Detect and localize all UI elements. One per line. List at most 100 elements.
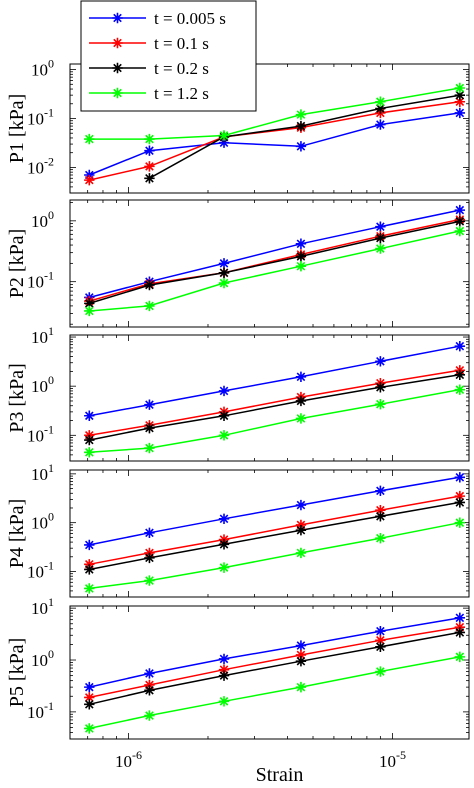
legend-entry: t = 0.005 s [89, 9, 226, 28]
data-point [454, 517, 466, 528]
data-point [375, 511, 386, 522]
series-line [89, 218, 460, 302]
data-point [144, 173, 155, 184]
legend-label: t = 0.1 s [154, 34, 209, 53]
y-tick-label-exp: 0 [48, 510, 54, 524]
legend-marker [112, 87, 123, 99]
data-point [375, 666, 386, 677]
data-point [84, 447, 95, 458]
series-1 [84, 204, 466, 303]
y-tick-label-base: 10 [31, 328, 48, 347]
data-point [144, 399, 155, 410]
series-line [89, 374, 460, 441]
y-tick-label: 100 [31, 510, 54, 533]
y-tick-label-exp: 1 [48, 595, 54, 609]
data-point [144, 527, 155, 539]
data-point [218, 277, 230, 289]
series-3 [84, 216, 466, 309]
series-3 [84, 497, 466, 575]
data-point [454, 497, 466, 508]
y-tick-label-exp: 0 [48, 57, 54, 71]
data-point [375, 221, 386, 232]
data-point [218, 664, 230, 675]
data-point [218, 130, 230, 141]
data-point [454, 621, 466, 633]
data-point [295, 655, 307, 667]
data-point [295, 395, 307, 407]
data-point [84, 133, 95, 145]
data-point [454, 82, 466, 94]
data-point [144, 442, 155, 454]
data-point [375, 505, 386, 516]
y-tick-label: 100 [31, 647, 54, 670]
legend-entry: t = 0.2 s [89, 59, 209, 78]
series-line [89, 501, 460, 571]
data-point [84, 692, 95, 703]
data-point [295, 251, 307, 262]
series-line [89, 495, 460, 566]
y-tick-label-exp: 0 [48, 373, 54, 387]
data-point [454, 627, 466, 638]
data-point [375, 625, 386, 637]
series-line [89, 521, 460, 590]
data-point [144, 279, 155, 291]
series-2 [84, 214, 466, 307]
x-axis-label: Strain [256, 764, 304, 783]
series-line [89, 656, 460, 730]
data-point [295, 141, 307, 152]
y-tick-label-base: 10 [31, 212, 48, 231]
series-4 [84, 517, 466, 594]
data-point [218, 410, 230, 421]
y-axis-label: P3 [kPa] [6, 363, 28, 432]
y-tick-label: 10-1 [27, 105, 54, 128]
data-point [84, 174, 95, 186]
series-line [89, 87, 460, 140]
x-tick-label: 10-6 [115, 748, 142, 771]
data-point [84, 699, 95, 710]
y-tick-label-exp: 0 [48, 647, 54, 661]
y-tick-label-base: 10 [27, 158, 44, 177]
data-point [218, 562, 230, 573]
data-point [375, 641, 386, 652]
data-point [218, 539, 230, 550]
data-point [454, 384, 466, 395]
y-tick-label-exp: -1 [44, 558, 54, 572]
legend-marker [112, 37, 123, 49]
data-point [375, 382, 386, 393]
data-point [454, 369, 466, 381]
series-line [89, 220, 460, 305]
data-point [84, 298, 95, 309]
y-tick-label-base: 10 [27, 703, 44, 722]
x-tick-label-base: 10 [379, 752, 396, 771]
data-point [454, 612, 466, 624]
y-axis-label: P2 [kPa] [6, 229, 28, 298]
data-point [375, 232, 386, 244]
data-point [454, 225, 466, 237]
series-4 [84, 82, 466, 145]
data-point [454, 490, 466, 502]
y-tick-label-base: 10 [27, 109, 44, 128]
y-axis-label: P1 [kPa] [6, 94, 28, 163]
series-1 [84, 107, 466, 181]
y-tick-label: 10-1 [27, 269, 54, 292]
data-point [84, 681, 95, 693]
data-point [84, 583, 95, 594]
data-point [375, 635, 386, 646]
data-point [375, 533, 386, 544]
axes-box [69, 63, 470, 194]
data-point [144, 161, 155, 172]
y-tick-label-base: 10 [31, 465, 48, 484]
data-point [295, 371, 307, 383]
data-point [144, 552, 155, 564]
y-axis-label: P5 [kPa] [6, 638, 28, 707]
series-4 [84, 384, 466, 458]
legend-label: t = 0.005 s [154, 9, 226, 28]
series-line [89, 112, 460, 176]
data-point [218, 670, 230, 681]
data-point [144, 668, 155, 679]
data-point [375, 398, 386, 410]
series-1 [84, 341, 466, 421]
axes-box [69, 605, 470, 740]
